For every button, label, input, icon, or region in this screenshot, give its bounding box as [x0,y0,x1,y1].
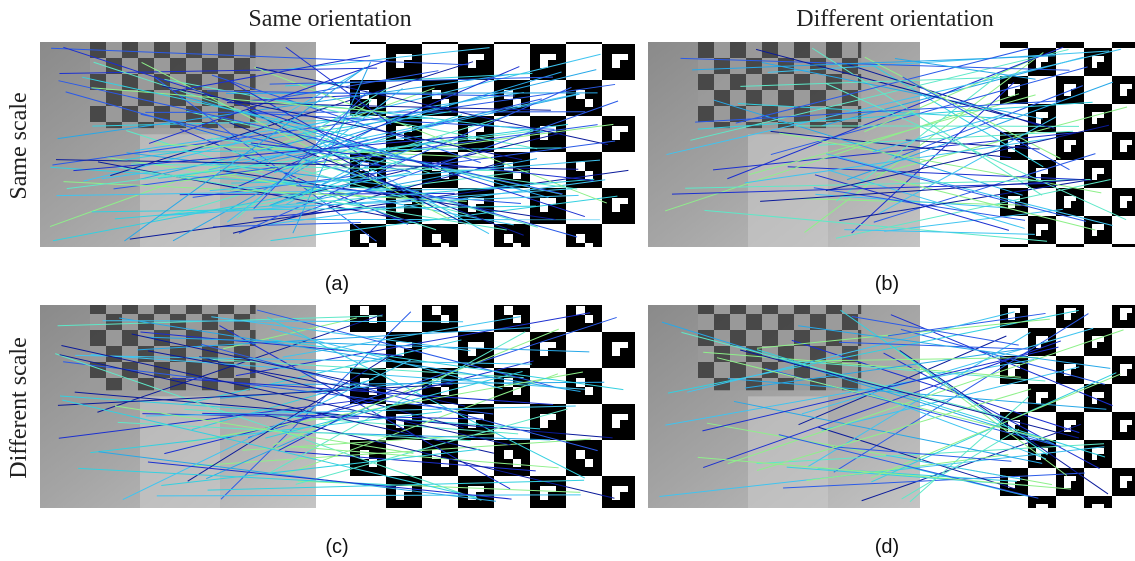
photo-person [748,396,828,508]
column-title: Same orientation [248,6,411,32]
panel-label: (d) [875,536,899,558]
match-line [226,93,598,94]
panels [40,42,1135,508]
row-title: Different scale [6,337,32,478]
panel-label: (c) [325,536,348,558]
panel-label: (a) [325,273,349,295]
panel-label: (b) [875,273,899,295]
figure: Same orientation Different orientation S… [0,0,1135,561]
photo-board [698,305,861,390]
column-title: Different orientation [796,6,993,32]
row-title: Same scale [6,92,32,199]
